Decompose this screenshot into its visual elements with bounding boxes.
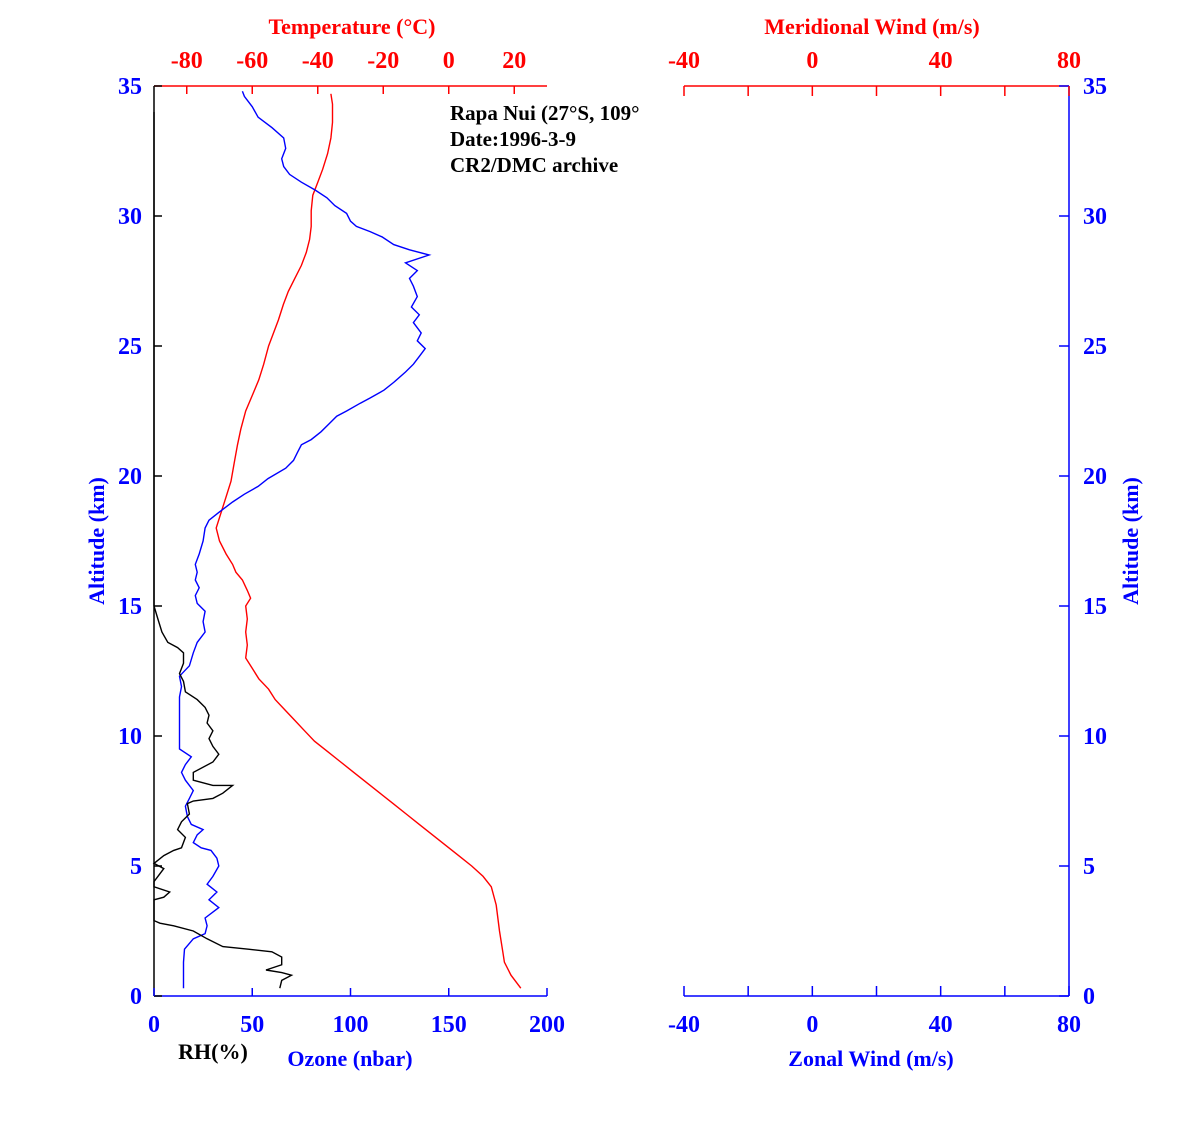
altitude-tick-label: 0 [130,984,142,1010]
annotation-station: Rapa Nui (27°S, 109° [450,101,640,125]
right-panel: 0 5 10 15 20 25 30 35 -40 0 40 80 -40 0 40 80 [668,48,1107,1038]
temperature-tick-label: -40 [302,48,334,74]
altitude-axis-label-left: Altitude (km) [84,477,109,605]
ozone-tick-label: 100 [333,1012,369,1038]
temperature-tick-label: 0 [443,48,455,74]
annotation-source: CR2/DMC archive [450,153,618,177]
altitude-tick-label: 5 [130,854,142,880]
meridional-wind-axis-label: Meridional Wind (m/s) [764,14,980,39]
temperature-tick-label: 20 [502,48,526,74]
altitude-tick-label: 25 [118,334,142,360]
altitude-axis-label-right: Altitude (km) [1118,477,1143,605]
meridional-wind-tick-label: 0 [806,48,818,74]
left-panel: 0 5 10 15 20 25 30 35 0 50 100 150 200 -80 -60 -40 -20 0 2… [118,48,565,1038]
zonal-wind-tick-label: -40 [668,1012,700,1038]
right-altitude-tick-label: 10 [1083,724,1107,750]
ozone-axis-label: Ozone (nbar) [287,1046,412,1071]
ozone-tick-label: 50 [240,1012,264,1038]
zonal-wind-axis-label: Zonal Wind (m/s) [788,1046,953,1071]
meridional-wind-tick-label: -40 [668,48,700,74]
meridional-wind-tick-label: 80 [1057,48,1081,74]
right-altitude-tick-label: 15 [1083,594,1107,620]
zonal-wind-tick-label: 80 [1057,1012,1081,1038]
temperature-axis-label: Temperature (°C) [268,14,435,39]
rh-profile-line [152,112,294,989]
zonal-wind-tick-label: 0 [806,1012,818,1038]
altitude-tick-label: 15 [118,594,142,620]
rh-axis-label: RH(%) [178,1039,248,1064]
altitude-tick-label: 35 [118,74,142,100]
annotation-date: Date:1996-3-9 [450,127,576,151]
right-altitude-tick-label: 30 [1083,204,1107,230]
right-altitude-tick-label: 0 [1083,984,1095,1010]
ozone-tick-label: 150 [431,1012,467,1038]
altitude-tick-label: 20 [118,464,142,490]
right-altitude-tick-label: 25 [1083,334,1107,360]
altitude-tick-label: 30 [118,204,142,230]
temperature-tick-label: -60 [236,48,268,74]
ozone-tick-label: 0 [148,1012,160,1038]
ozone-tick-label: 200 [529,1012,565,1038]
right-altitude-tick-label: 35 [1083,74,1107,100]
temperature-profile-line [215,93,522,989]
zonal-wind-tick-label: 40 [929,1012,953,1038]
right-altitude-tick-label: 5 [1083,854,1095,880]
temperature-tick-label: -20 [367,48,399,74]
ozone-profile-line [178,90,432,989]
temperature-tick-label: -80 [171,48,203,74]
altitude-tick-label: 10 [118,724,142,750]
right-altitude-tick-label: 20 [1083,464,1107,490]
meridional-wind-tick-label: 40 [929,48,953,74]
